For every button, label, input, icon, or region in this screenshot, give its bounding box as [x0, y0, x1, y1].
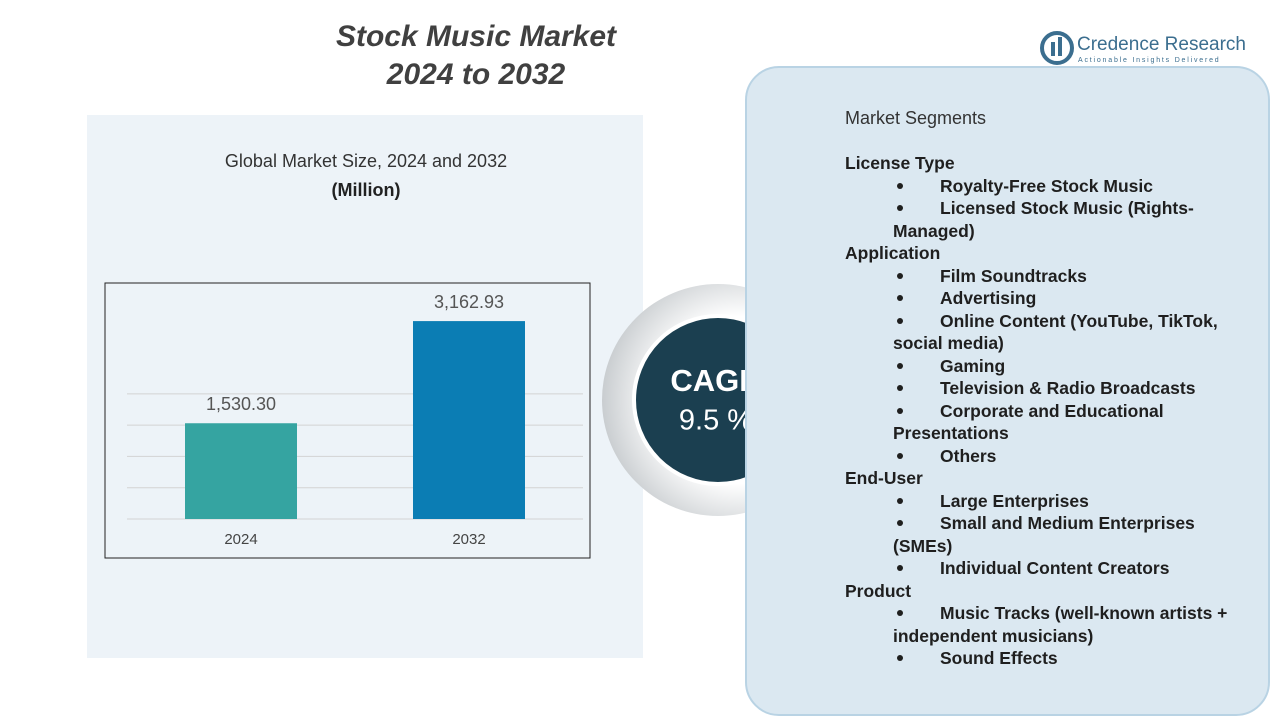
segment-item-text: Individual Content Creators [940, 558, 1170, 578]
segment-item: Film Soundtracks [893, 265, 1255, 288]
bullet [893, 384, 940, 394]
segment-item-text: Corporate and Educational Presentations [893, 400, 1164, 444]
map-panel [87, 115, 643, 658]
logo-tagline: Actionable Insights Delivered [1078, 57, 1220, 64]
segment-item-text: Licensed Stock Music (Rights-Managed) [893, 198, 1194, 241]
segment-item-text: Royalty-Free Stock Music [940, 175, 1153, 196]
segment-item: Advertising [893, 287, 1255, 310]
segment-group: License Type [845, 153, 955, 173]
segment-item-text: Online Content (YouTube, TikTok, social … [893, 310, 1218, 354]
logo-icon [1051, 42, 1055, 56]
bullet [893, 609, 940, 619]
title: 2024 to 2032 [386, 58, 566, 91]
segment-item: Licensed Stock Music (Rights-Managed) [893, 197, 1255, 242]
segment-item: Sound Effects [893, 647, 1255, 670]
logo-icon [1040, 31, 1074, 65]
bullet [893, 407, 940, 417]
segment-item: Corporate and Educational Presentations [893, 400, 1255, 445]
cagr-value: 9.5 % [679, 405, 753, 437]
segment-item: Gaming [893, 355, 1255, 378]
bullet [893, 317, 940, 327]
segment-item-text: Gaming [940, 355, 1006, 376]
title: Stock Music Market [336, 20, 618, 53]
segment-group: End-User [845, 468, 923, 488]
segment-item-text: Television & Radio Broadcasts [940, 378, 1196, 398]
logo-icon [1058, 37, 1062, 56]
chart-subtitle: (Million) [332, 180, 401, 200]
bullet [893, 204, 940, 214]
segment-item: Large Enterprises [893, 490, 1255, 513]
segment-item: Television & Radio Broadcasts [893, 377, 1255, 400]
bullet [893, 497, 940, 507]
segment-item-text: Music Tracks (well-known artists + indep… [893, 603, 1228, 646]
segment-group: Product [845, 580, 912, 601]
plot-frame [104, 282, 591, 559]
segment-item-text: Advertising [940, 288, 1037, 308]
bullet [893, 294, 940, 304]
logo-name: Credence Research [1077, 34, 1246, 55]
bar [413, 321, 525, 519]
x-tick-label: 2032 [452, 531, 485, 548]
segments-panel: Market Segments License Type Royalty-Free… [745, 66, 1270, 716]
x-tick-label: 2024 [224, 531, 257, 548]
bullet [893, 272, 940, 282]
bullet [893, 362, 940, 372]
value-label: 1,530.30 [206, 394, 276, 414]
segment-item-text: Sound Effects [940, 648, 1058, 668]
segment-item: Small and Medium Enterprises (SMEs) [893, 512, 1255, 557]
segment-item: Royalty-Free Stock Music [893, 175, 1255, 198]
bullet [893, 564, 940, 574]
segment-item: Online Content (YouTube, TikTok, social … [893, 310, 1255, 355]
segment-item-text: Large Enterprises [940, 490, 1089, 511]
bullet [893, 519, 940, 529]
chart-title: Global Market Size, 2024 and 2032 [225, 151, 507, 171]
segment-item-text: Film Soundtracks [940, 265, 1087, 286]
bullet [893, 452, 940, 462]
segments-title: Market Segments [845, 108, 987, 128]
bullet [893, 654, 940, 664]
segments-list: License Type Royalty-Free Stock Music Lice… [845, 152, 1255, 670]
segment-group: Application [845, 243, 941, 263]
segment-item-text: Small and Medium Enterprises (SMEs) [893, 513, 1195, 556]
bullet [893, 182, 940, 192]
segment-item-text: Others [940, 445, 997, 466]
value-label: 3,162.93 [434, 292, 504, 312]
bar [185, 423, 297, 519]
segment-item: Others [893, 445, 1255, 468]
segment-item: Individual Content Creators [893, 557, 1255, 580]
segment-item: Music Tracks (well-known artists + indep… [893, 602, 1255, 647]
